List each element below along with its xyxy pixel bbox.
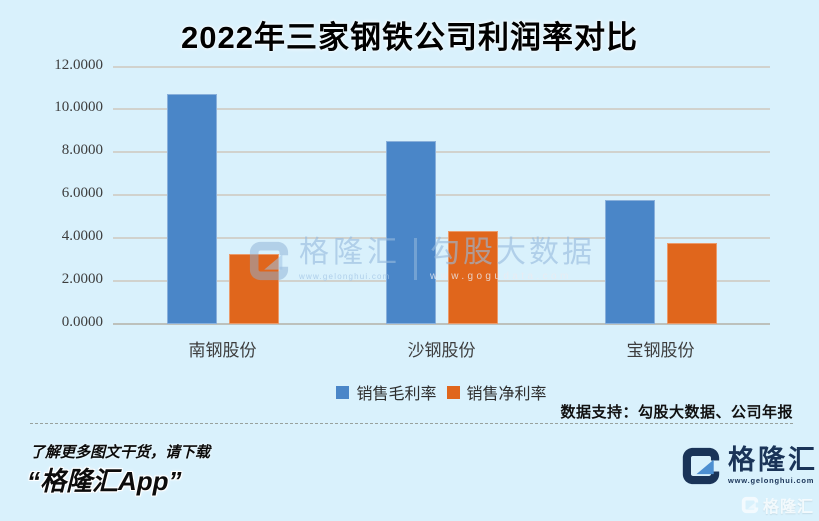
promo-text: 了解更多图文干货，请下载 [30,444,211,461]
gridline-4 [113,237,770,240]
x-axis-label: 沙钢股份 [407,341,476,360]
data-support-note: 数据支持：勾股大数据、公司年报 [560,404,793,421]
legend: 销售毛利率 销售净利率 [113,380,770,404]
app-name-text: “格隆汇App” [27,466,182,496]
gridline-6 [113,194,770,197]
y-tick-label: 0.0000 [61,314,103,330]
y-tick-label: 4.0000 [61,228,103,245]
y-tick-label: 12.0000 [54,56,103,73]
y-tick-label: 10.0000 [54,99,103,116]
bar-销售净利率-沙钢股份 [447,230,498,324]
chart-title: 2022年三家钢铁公司利润率对比 [181,20,638,55]
gridline-12 [113,65,770,68]
legend-swatch [336,385,350,399]
legend-label: 销售毛利率 [356,386,437,403]
legend-swatch [446,385,460,399]
gridline-0 [113,323,770,325]
bar-销售毛利率-宝钢股份 [604,199,655,324]
brand-name-text: 格隆汇 [728,445,818,475]
gridline-8 [113,151,770,154]
gelonghui-logo: 格隆汇 www.gelonghui.com [681,446,818,486]
y-tick-label: 8.0000 [61,142,103,159]
gridline-2 [113,280,770,283]
x-axis-label: 宝钢股份 [626,341,695,360]
dashed-separator-line [30,423,793,424]
legend-label: 销售净利率 [466,386,547,403]
corner-watermark: 格隆汇 [741,493,814,517]
legend-item: 销售净利率 [446,380,547,404]
g-mark-icon [682,447,720,485]
bar-销售净利率-宝钢股份 [666,243,717,324]
bar-销售毛利率-南钢股份 [166,93,217,324]
bar-销售净利率-南钢股份 [228,254,279,324]
corner-watermark-g-icon [741,496,759,514]
legend-item: 销售毛利率 [336,380,437,404]
corner-watermark-text: 格隆汇 [762,499,814,516]
bar-销售毛利率-沙钢股份 [385,140,436,324]
x-axis-label: 南钢股份 [188,341,257,360]
gridline-10 [113,108,770,111]
y-tick-label: 6.0000 [61,185,103,202]
brand-url-text: www.gelonghui.com [728,476,815,486]
y-tick-label: 2.0000 [61,271,103,288]
